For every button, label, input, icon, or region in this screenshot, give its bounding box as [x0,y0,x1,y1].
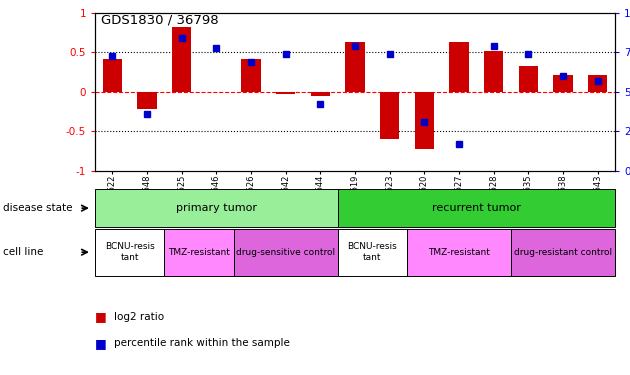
Bar [518,66,538,92]
Text: TMZ-resistant: TMZ-resistant [428,248,490,256]
Bar [338,229,407,276]
Text: TMZ-resistant: TMZ-resistant [168,248,230,256]
Text: primary tumor: primary tumor [176,203,257,213]
Bar [276,92,295,94]
Bar [484,51,503,92]
Text: ■: ■ [95,337,106,350]
Bar [311,92,330,96]
Bar [415,92,434,148]
Bar [241,59,261,92]
Text: BCNU-resis
tant: BCNU-resis tant [105,243,154,262]
Bar [338,189,615,227]
Text: cell line: cell line [3,247,43,257]
Bar [380,92,399,139]
Bar [511,229,615,276]
Bar [95,189,338,227]
Bar [164,229,234,276]
Bar [137,92,156,109]
Text: log2 ratio: log2 ratio [114,312,164,322]
Text: drug-resistant control: drug-resistant control [514,248,612,256]
Bar [345,42,365,92]
Bar [588,75,607,92]
Text: GDS1830 / 36798: GDS1830 / 36798 [101,13,219,26]
Bar [172,27,191,92]
Bar [95,229,164,276]
Text: BCNU-resis
tant: BCNU-resis tant [348,243,397,262]
Bar [407,229,511,276]
Bar [234,229,338,276]
Text: disease state: disease state [3,203,72,213]
Text: percentile rank within the sample: percentile rank within the sample [114,338,290,348]
Bar [103,59,122,92]
Text: drug-sensitive control: drug-sensitive control [236,248,335,256]
Bar [449,42,469,92]
Bar [554,75,573,92]
Text: recurrent tumor: recurrent tumor [432,203,521,213]
Text: ■: ■ [95,310,106,323]
